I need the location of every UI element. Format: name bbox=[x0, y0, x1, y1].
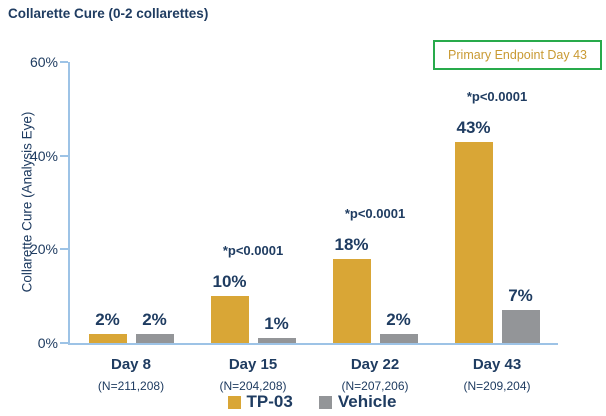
bars-row-day-43: 43% 7% bbox=[436, 62, 558, 343]
y-tick-mark-60 bbox=[60, 61, 68, 63]
y-tick-label-0: 0% bbox=[37, 335, 58, 351]
bar-group-day-15: *p<0.0001 10% 1% Day 15 (N=204,208) bbox=[192, 62, 314, 393]
pvalue-annotation-day-43: *p<0.0001 bbox=[466, 88, 528, 104]
bars-row-day-15: 10% 1% bbox=[192, 62, 314, 343]
bar-tp03-day-8: 2% bbox=[88, 310, 127, 343]
bars-row-day-8: 2% 2% bbox=[70, 62, 192, 343]
value-label-vehicle-day-15: 1% bbox=[264, 314, 289, 334]
legend-label-vehicle: Vehicle bbox=[337, 392, 397, 411]
legend-swatch-vehicle-icon bbox=[318, 395, 332, 409]
x-category-label-day-43: Day 43 bbox=[472, 356, 522, 373]
bar-group-day-8: 2% 2% Day 8 (N=211,208) bbox=[70, 62, 192, 393]
primary-endpoint-badge: Primary Endpoint Day 43 bbox=[433, 40, 602, 70]
pvalue-annotation-day-22: *p<0.0001 bbox=[344, 205, 406, 221]
value-label-tp03-day-43: 43% bbox=[456, 117, 491, 137]
y-tick-mark-20 bbox=[60, 248, 68, 251]
primary-endpoint-badge-label: Primary Endpoint Day 43 bbox=[448, 48, 587, 62]
plot-area: 0% 20% 40% 60% 2% 2% Day 8 (N=211,208) *p<0.… bbox=[30, 54, 558, 393]
value-label-vehicle-day-43: 7% bbox=[508, 286, 533, 306]
y-tick-label-40: 40% bbox=[29, 147, 58, 164]
y-tick-label-60: 60% bbox=[29, 54, 58, 70]
y-axis-title: Collarette Cure (Analysis Eye) bbox=[19, 111, 35, 293]
legend-item-tp03: TP-03 bbox=[227, 392, 293, 412]
legend-swatch-tp03-icon bbox=[227, 395, 241, 409]
value-label-vehicle-day-22: 2% bbox=[386, 309, 411, 329]
x-category-n-label-day-15: (N=204,208) bbox=[219, 379, 287, 393]
x-category-n-label-day-22: (N=207,206) bbox=[341, 379, 409, 393]
bar-vehicle-day-15: 1% bbox=[257, 314, 296, 343]
x-category-label-day-22: Day 22 bbox=[350, 356, 400, 373]
value-label-tp03-day-15: 10% bbox=[212, 272, 247, 292]
y-tick-mark-0 bbox=[60, 342, 68, 344]
bar-tp03-day-22: 18% bbox=[332, 235, 371, 343]
bar-vehicle-day-22: 2% bbox=[379, 310, 418, 343]
chart-title: Collarette Cure (0-2 collarettes) bbox=[8, 6, 209, 21]
value-label-tp03-day-22: 18% bbox=[334, 234, 369, 254]
x-category-n-label-day-43: (N=209,204) bbox=[463, 379, 531, 393]
x-category-label-day-8: Day 8 bbox=[110, 356, 152, 373]
bar-vehicle-day-8: 2% bbox=[135, 310, 174, 343]
value-label-vehicle-day-8: 2% bbox=[142, 309, 167, 329]
bars-row-day-22: 18% 2% bbox=[314, 62, 436, 343]
bar-group-day-43: *p<0.0001 43% 7% Day 43 (N=209,204) bbox=[436, 62, 558, 393]
y-tick-label-20: 20% bbox=[29, 241, 58, 258]
legend-label-tp03: TP-03 bbox=[246, 392, 293, 411]
value-label-tp03-day-8: 2% bbox=[95, 309, 120, 329]
pvalue-annotation-day-15: *p<0.0001 bbox=[222, 243, 284, 259]
legend-item-vehicle: Vehicle bbox=[318, 392, 397, 412]
bar-tp03-day-15: 10% bbox=[210, 272, 249, 343]
x-category-label-day-15: Day 15 bbox=[228, 356, 278, 373]
x-category-n-label-day-8: (N=211,208) bbox=[97, 379, 165, 393]
chart-legend: TP-03 Vehicle bbox=[68, 392, 556, 412]
bar-tp03-day-43: 43% bbox=[454, 118, 493, 343]
y-tick-mark-40 bbox=[60, 154, 68, 157]
bar-vehicle-day-43: 7% bbox=[501, 286, 540, 343]
bar-group-day-22: *p<0.0001 18% 2% Day 22 (N=207,206) bbox=[314, 62, 436, 393]
